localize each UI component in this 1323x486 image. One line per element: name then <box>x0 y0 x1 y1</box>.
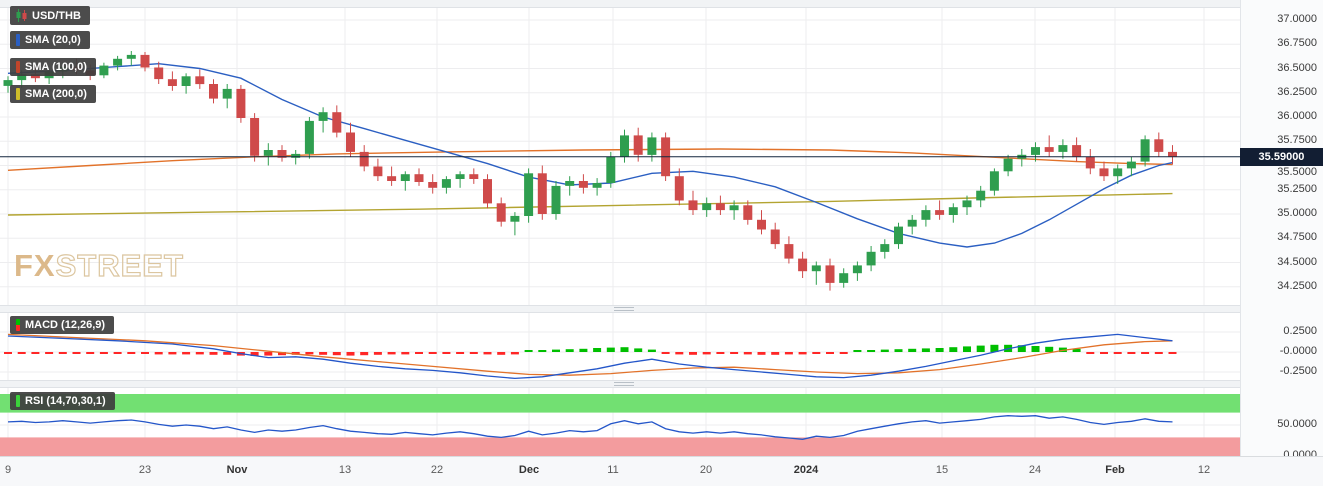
panel-separator-main-macd[interactable] <box>0 305 1323 313</box>
legend-symbol[interactable]: USD/THB <box>10 6 90 25</box>
legend-sma200[interactable]: SMA (200,0) <box>10 85 96 103</box>
price-axis-label: 36.2500 <box>1277 86 1317 98</box>
sma100-color-icon <box>16 61 20 73</box>
price-axis-label: 34.5000 <box>1277 256 1317 268</box>
price-axis-label: 34.2500 <box>1277 280 1317 292</box>
price-axis-label: 35.5000 <box>1277 166 1317 178</box>
price-axis[interactable]: 37.0000 36.7500 36.5000 36.2500 36.0000 35.75… <box>1240 0 1323 461</box>
time-axis-label: 9 <box>4 464 12 476</box>
time-axis-label: 24 <box>1028 464 1042 476</box>
legend-sma20-label: SMA (20,0) <box>25 34 81 46</box>
price-axis-label: 36.7500 <box>1277 37 1317 49</box>
fxstreet-watermark: FXSTREET <box>14 248 184 283</box>
resize-handle-icon[interactable] <box>614 382 634 387</box>
price-axis-label: 35.2500 <box>1277 183 1317 195</box>
sma20-color-icon <box>16 34 20 46</box>
gridlines <box>0 8 1240 456</box>
time-axis-label: 15 <box>935 464 949 476</box>
time-axis-label: 11 <box>607 464 619 476</box>
legend-sma200-label: SMA (200,0) <box>25 88 87 100</box>
rsi-axis-label: 50.0000 <box>1277 418 1317 430</box>
candlestick-icon <box>16 9 27 22</box>
watermark-street-text: STREET <box>55 248 184 283</box>
watermark-fx-text: FX <box>14 248 56 283</box>
panel-separator-macd-rsi[interactable] <box>0 380 1323 388</box>
legend-sma100[interactable]: SMA (100,0) <box>10 58 96 76</box>
price-axis-label: 37.0000 <box>1277 13 1317 25</box>
current-price-badge: 35.59000 <box>1240 148 1323 166</box>
time-axis-label: Nov <box>226 464 248 476</box>
chart-top-padding <box>0 0 1323 8</box>
sma-lines <box>7 62 1173 248</box>
macd-axis-label: -0.2500 <box>1279 365 1317 377</box>
time-axis-label: Feb <box>1105 464 1125 476</box>
legend-rsi-label: RSI (14,70,30,1) <box>25 395 106 407</box>
price-axis-label: 36.5000 <box>1277 62 1317 74</box>
macd-axis-label: -0.0000 <box>1279 345 1317 357</box>
rsi-color-icon <box>16 395 20 407</box>
time-axis-label: 20 <box>699 464 713 476</box>
time-axis-label: 12 <box>1197 464 1211 476</box>
resize-handle-icon[interactable] <box>614 307 634 312</box>
legend-macd-label: MACD (12,26,9) <box>25 319 106 331</box>
price-axis-label: 36.0000 <box>1277 110 1317 122</box>
time-axis-label: 2024 <box>793 464 819 476</box>
sma200-color-icon <box>16 88 20 100</box>
time-axis-label: 22 <box>430 464 444 476</box>
time-axis-label: Dec <box>518 464 540 476</box>
legend-sma100-label: SMA (100,0) <box>25 61 87 73</box>
macd-panel <box>4 333 1177 380</box>
time-axis-label: 13 <box>338 464 352 476</box>
legend-macd[interactable]: MACD (12,26,9) <box>10 316 115 334</box>
legend-sma20[interactable]: SMA (20,0) <box>10 31 90 49</box>
time-axis[interactable]: 9 23 Nov 13 22 Dec 11 20 2024 15 24 Feb 12 <box>0 456 1323 486</box>
rsi-bands <box>0 394 1240 456</box>
price-axis-label: 34.7500 <box>1277 231 1317 243</box>
macd-color-icon <box>16 319 20 331</box>
price-axis-label: 35.0000 <box>1277 207 1317 219</box>
legend-rsi[interactable]: RSI (14,70,30,1) <box>10 392 115 410</box>
legend-symbol-label: USD/THB <box>32 9 81 22</box>
price-axis-label: 35.7500 <box>1277 134 1317 146</box>
time-axis-label: 23 <box>138 464 152 476</box>
macd-axis-label: 0.2500 <box>1283 325 1317 337</box>
rsi-panel <box>7 415 1173 440</box>
